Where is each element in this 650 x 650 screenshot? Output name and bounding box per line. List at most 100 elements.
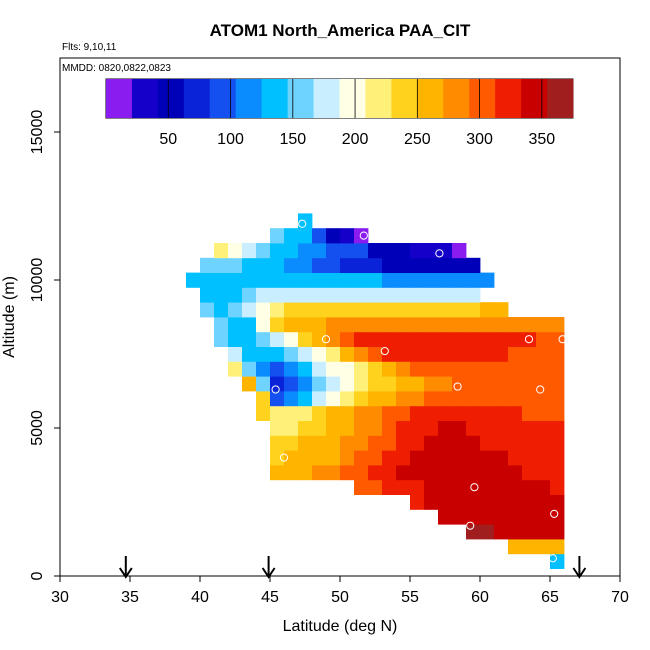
heatmap-cell bbox=[284, 243, 299, 259]
heatmap-cell bbox=[466, 272, 481, 288]
heatmap-cell bbox=[228, 331, 243, 347]
heatmap-cell bbox=[382, 435, 397, 451]
heatmap-cell bbox=[354, 272, 369, 288]
heatmap-cell bbox=[438, 302, 453, 318]
heatmap-cell bbox=[522, 465, 537, 481]
heatmap-cell bbox=[298, 450, 313, 466]
heatmap-cell bbox=[466, 257, 481, 273]
heatmap-cell bbox=[508, 361, 523, 377]
heatmap-cell bbox=[494, 405, 509, 421]
heatmap-cell bbox=[480, 479, 495, 495]
heatmap-cell bbox=[270, 435, 285, 451]
colorbar-tick-label: 350 bbox=[529, 131, 556, 148]
heatmap-cell bbox=[410, 450, 425, 466]
heatmap-cell bbox=[480, 450, 495, 466]
heatmap-cell bbox=[536, 450, 551, 466]
heatmap-cell bbox=[340, 405, 355, 421]
heatmap-cell bbox=[438, 391, 453, 407]
x-tick-label: 45 bbox=[261, 589, 279, 606]
heatmap-cell bbox=[326, 450, 341, 466]
heatmap-cell bbox=[522, 317, 537, 333]
heatmap-cell bbox=[298, 228, 313, 244]
colorbar-swatch bbox=[209, 79, 237, 118]
heatmap-cell bbox=[396, 257, 411, 273]
heatmap-cell bbox=[312, 391, 327, 407]
heatmap-cell bbox=[508, 465, 523, 481]
colorbar-swatch bbox=[339, 79, 366, 118]
heatmap-cell bbox=[536, 376, 551, 392]
heatmap-cell bbox=[480, 302, 495, 318]
heatmap-cell bbox=[312, 228, 327, 244]
sample-point bbox=[271, 385, 280, 394]
heatmap-cell bbox=[340, 302, 355, 318]
heatmap-cell bbox=[424, 317, 439, 333]
arrow-head bbox=[118, 567, 133, 579]
heatmap-cell bbox=[424, 450, 439, 466]
heatmap-cell bbox=[396, 361, 411, 377]
heatmap-cell bbox=[522, 376, 537, 392]
colorbar bbox=[106, 79, 574, 118]
heatmap-cell bbox=[466, 465, 481, 481]
heatmap-cell bbox=[228, 302, 243, 318]
heatmap-cell bbox=[270, 391, 285, 407]
heatmap-cell bbox=[396, 272, 411, 288]
heatmap-cell bbox=[508, 494, 523, 510]
heatmap-cell bbox=[340, 331, 355, 347]
heatmap-cell bbox=[312, 376, 327, 392]
heatmap-cell bbox=[424, 435, 439, 451]
heatmap-cell bbox=[298, 272, 313, 288]
heatmap-cell bbox=[312, 346, 327, 362]
colorbar-swatch bbox=[443, 79, 470, 118]
heatmap-cell bbox=[382, 405, 397, 421]
heatmap-cell bbox=[354, 420, 369, 436]
heatmap-cell bbox=[326, 228, 341, 244]
heatmap-cell bbox=[452, 361, 467, 377]
heatmap-cell bbox=[452, 420, 467, 436]
heatmap-cell bbox=[382, 420, 397, 436]
heatmap-cell bbox=[228, 272, 243, 288]
heatmap-cell bbox=[480, 420, 495, 436]
colorbar-swatch bbox=[235, 79, 263, 118]
heatmap-cell bbox=[438, 405, 453, 421]
heatmap-cell bbox=[214, 331, 229, 347]
sample-point bbox=[466, 521, 475, 530]
heatmap-cell bbox=[494, 391, 509, 407]
heatmap-cell bbox=[256, 257, 271, 273]
heatmap-cell bbox=[340, 287, 355, 303]
heatmap-cell bbox=[438, 420, 453, 436]
colorbar-tick-label: 200 bbox=[342, 131, 369, 148]
heatmap-cell bbox=[424, 287, 439, 303]
heatmap-cell bbox=[256, 361, 271, 377]
heatmap-cell bbox=[494, 361, 509, 377]
heatmap-cell bbox=[410, 331, 425, 347]
heatmap-cell bbox=[536, 346, 551, 362]
heatmap-cell bbox=[410, 494, 425, 510]
colorbar-swatch bbox=[131, 79, 159, 118]
heatmap-cell bbox=[340, 376, 355, 392]
heatmap-cell bbox=[480, 361, 495, 377]
heatmap-cell bbox=[536, 405, 551, 421]
heatmap-cell bbox=[298, 361, 313, 377]
heatmap-cell bbox=[410, 272, 425, 288]
heatmap-cell bbox=[452, 479, 467, 495]
x-tick-label: 55 bbox=[401, 589, 419, 606]
heatmap-cell bbox=[354, 317, 369, 333]
heatmap-cell bbox=[354, 361, 369, 377]
heatmap-cell bbox=[410, 376, 425, 392]
heatmap-cell bbox=[368, 243, 383, 259]
heatmap-cell bbox=[312, 361, 327, 377]
heatmap-cell bbox=[536, 494, 551, 510]
heatmap-cell bbox=[382, 302, 397, 318]
heatmap-cell bbox=[438, 509, 453, 525]
heatmap-cell bbox=[522, 405, 537, 421]
sample-point bbox=[524, 335, 534, 344]
heatmap-cell bbox=[326, 361, 341, 377]
heatmap-cell bbox=[396, 420, 411, 436]
heatmap-cell bbox=[438, 346, 453, 362]
heatmap-cell bbox=[480, 509, 495, 525]
heatmap-cell bbox=[326, 435, 341, 451]
heatmap-cell bbox=[410, 302, 425, 318]
heatmap-cell bbox=[298, 391, 313, 407]
colorbar-swatch bbox=[365, 79, 392, 118]
